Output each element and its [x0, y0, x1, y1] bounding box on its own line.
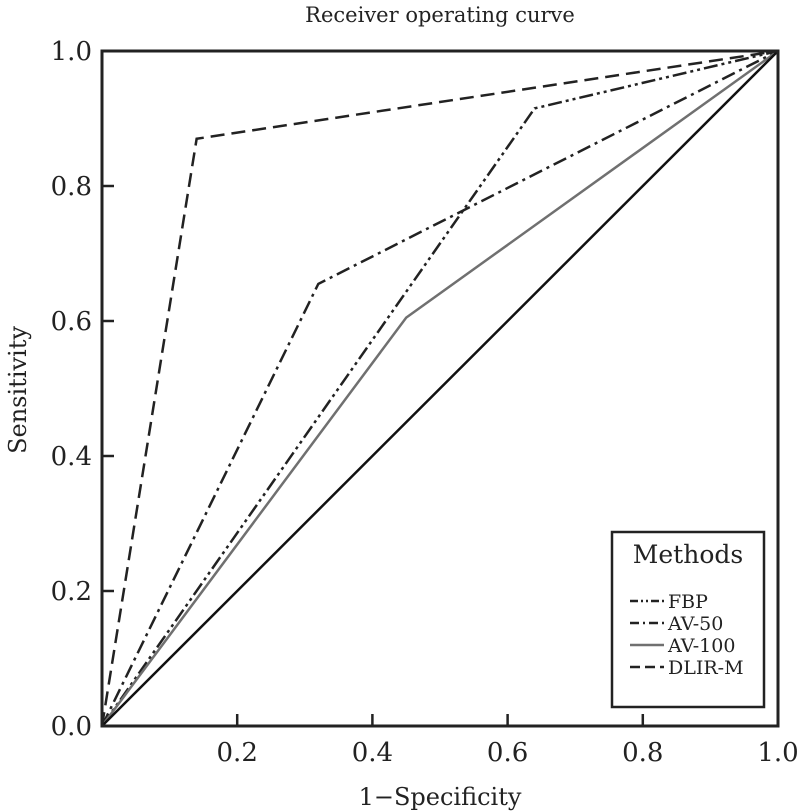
series-line-av-50 [100, 49, 779, 727]
legend-label-fbp: FBP [668, 591, 708, 613]
x-tick-label: 0.8 [622, 738, 663, 768]
chart-title: Receiver operating curve [305, 3, 575, 27]
legend-label-av-100: AV-100 [667, 635, 735, 657]
y-tick-label: 0.6 [51, 307, 92, 337]
series-line-dlir-m [100, 49, 779, 727]
legend-title: Methods [633, 540, 743, 569]
series-line-av-100 [100, 49, 779, 727]
x-tick-label: 0.2 [217, 738, 258, 768]
legend-label-dlir-m: DLIR-M [668, 657, 744, 679]
reference-diagonal [101, 50, 779, 727]
tick-layer: 0.2 0.4 0.6 0.8 1.0 0.0 0.2 0.4 0.6 0.8 1.0 [51, 37, 799, 768]
x-axis-label: 1−Specificity [359, 783, 522, 811]
y-axis-label: Sensitivity [4, 326, 32, 454]
series-line-fbp [100, 49, 779, 727]
x-tick-label: 0.4 [352, 738, 393, 768]
y-tick-label: 0.8 [51, 172, 92, 202]
y-tick-label: 0.4 [51, 442, 92, 472]
series-layer [100, 49, 779, 727]
y-tick-label: 0.2 [51, 577, 92, 607]
y-tick-label: 0.0 [51, 712, 92, 742]
legend-box [610, 530, 766, 709]
x-tick-label: 0.6 [487, 738, 528, 768]
legend-label-av-50: AV-50 [667, 613, 723, 635]
reference-layer [101, 50, 779, 727]
x-tick-label: 1.0 [757, 738, 798, 768]
plot-frame [100, 49, 780, 728]
y-tick-label: 1.0 [51, 37, 92, 67]
